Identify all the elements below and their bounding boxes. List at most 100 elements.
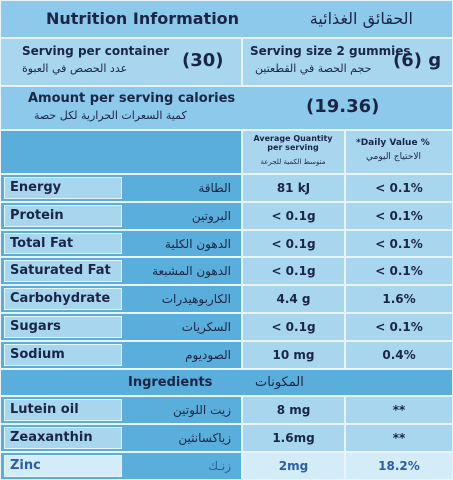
label-box: [4, 399, 122, 422]
quantity-cell: [242, 313, 345, 341]
ingredients-heading-ar: المكونات: [255, 374, 304, 390]
daily-value: 1.6%: [382, 292, 416, 307]
label-box: [4, 455, 122, 477]
quantity-cell: [242, 340, 345, 369]
daily-value: 18.2%: [378, 459, 420, 473]
label-box: [4, 260, 122, 283]
label-box: [4, 316, 122, 338]
label-box: [4, 343, 122, 366]
calories-cell: [0, 86, 453, 130]
nutrient-name: Carbohydrate: [10, 291, 111, 307]
dv-head-ar: الاحتياج اليومي: [366, 152, 421, 162]
daily-value: < 0.1%: [375, 181, 423, 195]
daily-value: < 0.1%: [375, 236, 423, 251]
nutrient-name: Total Fat: [10, 235, 74, 251]
nutrient-name: Protein: [10, 207, 64, 223]
nutrient-name: Zinc: [10, 458, 41, 473]
nutrient-name-ar: الدهون الكلية: [164, 236, 231, 251]
quantity-cell: [242, 452, 345, 480]
label-box: [4, 288, 122, 310]
serving-value: (30): [182, 50, 224, 71]
nutrient-name: Energy: [10, 180, 62, 195]
quantity-cell: [242, 285, 345, 313]
name-cell: [0, 396, 242, 425]
ingredients-cell: [0, 368, 453, 397]
quantity: < 0.1g: [271, 208, 316, 223]
serving-cell: [0, 38, 242, 86]
dv-cell: [345, 452, 453, 480]
name-cell: [0, 313, 242, 341]
column-head-cell: [345, 130, 453, 174]
label-box: [4, 232, 122, 255]
ingredients-heading: Ingredients: [128, 374, 213, 390]
size-label: Serving size 2 gummies: [250, 44, 411, 58]
calories-label: Amount per serving calories: [28, 91, 236, 106]
nutrient-name-ar: الدهون المشبعة: [152, 264, 231, 279]
quantity-cell: [242, 396, 345, 425]
quantity-cell: [242, 174, 345, 202]
nutrient-name-ar: السكريات: [181, 320, 231, 334]
daily-value: 0.4%: [382, 347, 416, 362]
size-value: (6) g: [393, 50, 442, 71]
name-cell: [0, 285, 242, 313]
label-box: [4, 204, 122, 227]
quantity: 4.4 g: [276, 292, 311, 307]
name-cell: [0, 340, 242, 369]
quantity: 1.6mg: [272, 431, 315, 446]
quantity: < 0.1g: [271, 264, 316, 279]
header-cell: [0, 0, 453, 38]
size-label-ar: حجم الحصة في القطعتين: [255, 62, 372, 75]
name-cell: [0, 229, 242, 258]
nutrient-name-ar: زياكسانثين: [178, 431, 231, 446]
dv-cell: [345, 201, 453, 230]
dv-cell: [345, 257, 453, 286]
name-cell: [0, 452, 242, 480]
nutrient-name-ar: الصوديوم: [185, 347, 231, 362]
nutrient-name-ar: زيت اللوتين: [173, 403, 231, 418]
quantity: 10 mg: [272, 347, 315, 362]
daily-value: < 0.1%: [375, 264, 423, 279]
calories-value: (19.36): [306, 96, 380, 117]
title: Nutrition Information: [46, 9, 240, 28]
daily-value: < 0.1%: [375, 208, 423, 223]
quantity: < 0.1g: [271, 236, 316, 251]
daily-value: **: [392, 403, 406, 418]
column-head-cell: [242, 130, 345, 174]
calories-label-ar: كمية السعرات الحرارية لكل حصة: [34, 109, 187, 122]
quantity-cell: [242, 257, 345, 286]
quantity-cell: [242, 201, 345, 230]
name-cell: [0, 201, 242, 230]
nutrient-name: Sodium: [10, 346, 65, 362]
dv-cell: [345, 285, 453, 313]
name-cell: [0, 424, 242, 452]
serving-label-ar: عدد الحصص في العبوة: [22, 62, 128, 75]
dv-cell: [345, 174, 453, 202]
nutrient-name: Saturated Fat: [10, 263, 111, 279]
title-ar: الحقائق الغذائية: [309, 9, 413, 28]
quantity-head: Average Quantity per serving: [253, 134, 333, 152]
quantity: < 0.1g: [271, 320, 316, 334]
quantity-head-ar: متوسط الكمية للجرعة: [260, 158, 326, 166]
nutrient-name-ar: البروتين: [191, 208, 231, 223]
serving-cell: [242, 38, 453, 86]
daily-value: < 0.1%: [375, 320, 423, 334]
nutrient-name-ar: الكاربوهيدرات: [161, 292, 231, 307]
column-head-cell: [0, 130, 242, 174]
daily-value: **: [392, 431, 406, 446]
quantity: 2mg: [278, 459, 309, 473]
serving-label: Serving per container: [22, 44, 170, 58]
nutrient-name: Zeaxanthin: [10, 430, 93, 446]
name-cell: [0, 257, 242, 286]
nutrient-name-ar: زنـك: [208, 459, 231, 473]
nutrient-name-ar: الطاقة: [198, 181, 231, 195]
nutrient-name: Lutein oil: [10, 402, 79, 418]
quantity: 8 mg: [276, 403, 311, 418]
quantity-cell: [242, 424, 345, 452]
label-box: [4, 427, 122, 449]
name-cell: [0, 174, 242, 202]
quantity-cell: [242, 229, 345, 258]
dv-head: *Daily Value %: [356, 138, 430, 148]
dv-cell: [345, 340, 453, 369]
nutrient-name: Sugars: [10, 319, 61, 334]
